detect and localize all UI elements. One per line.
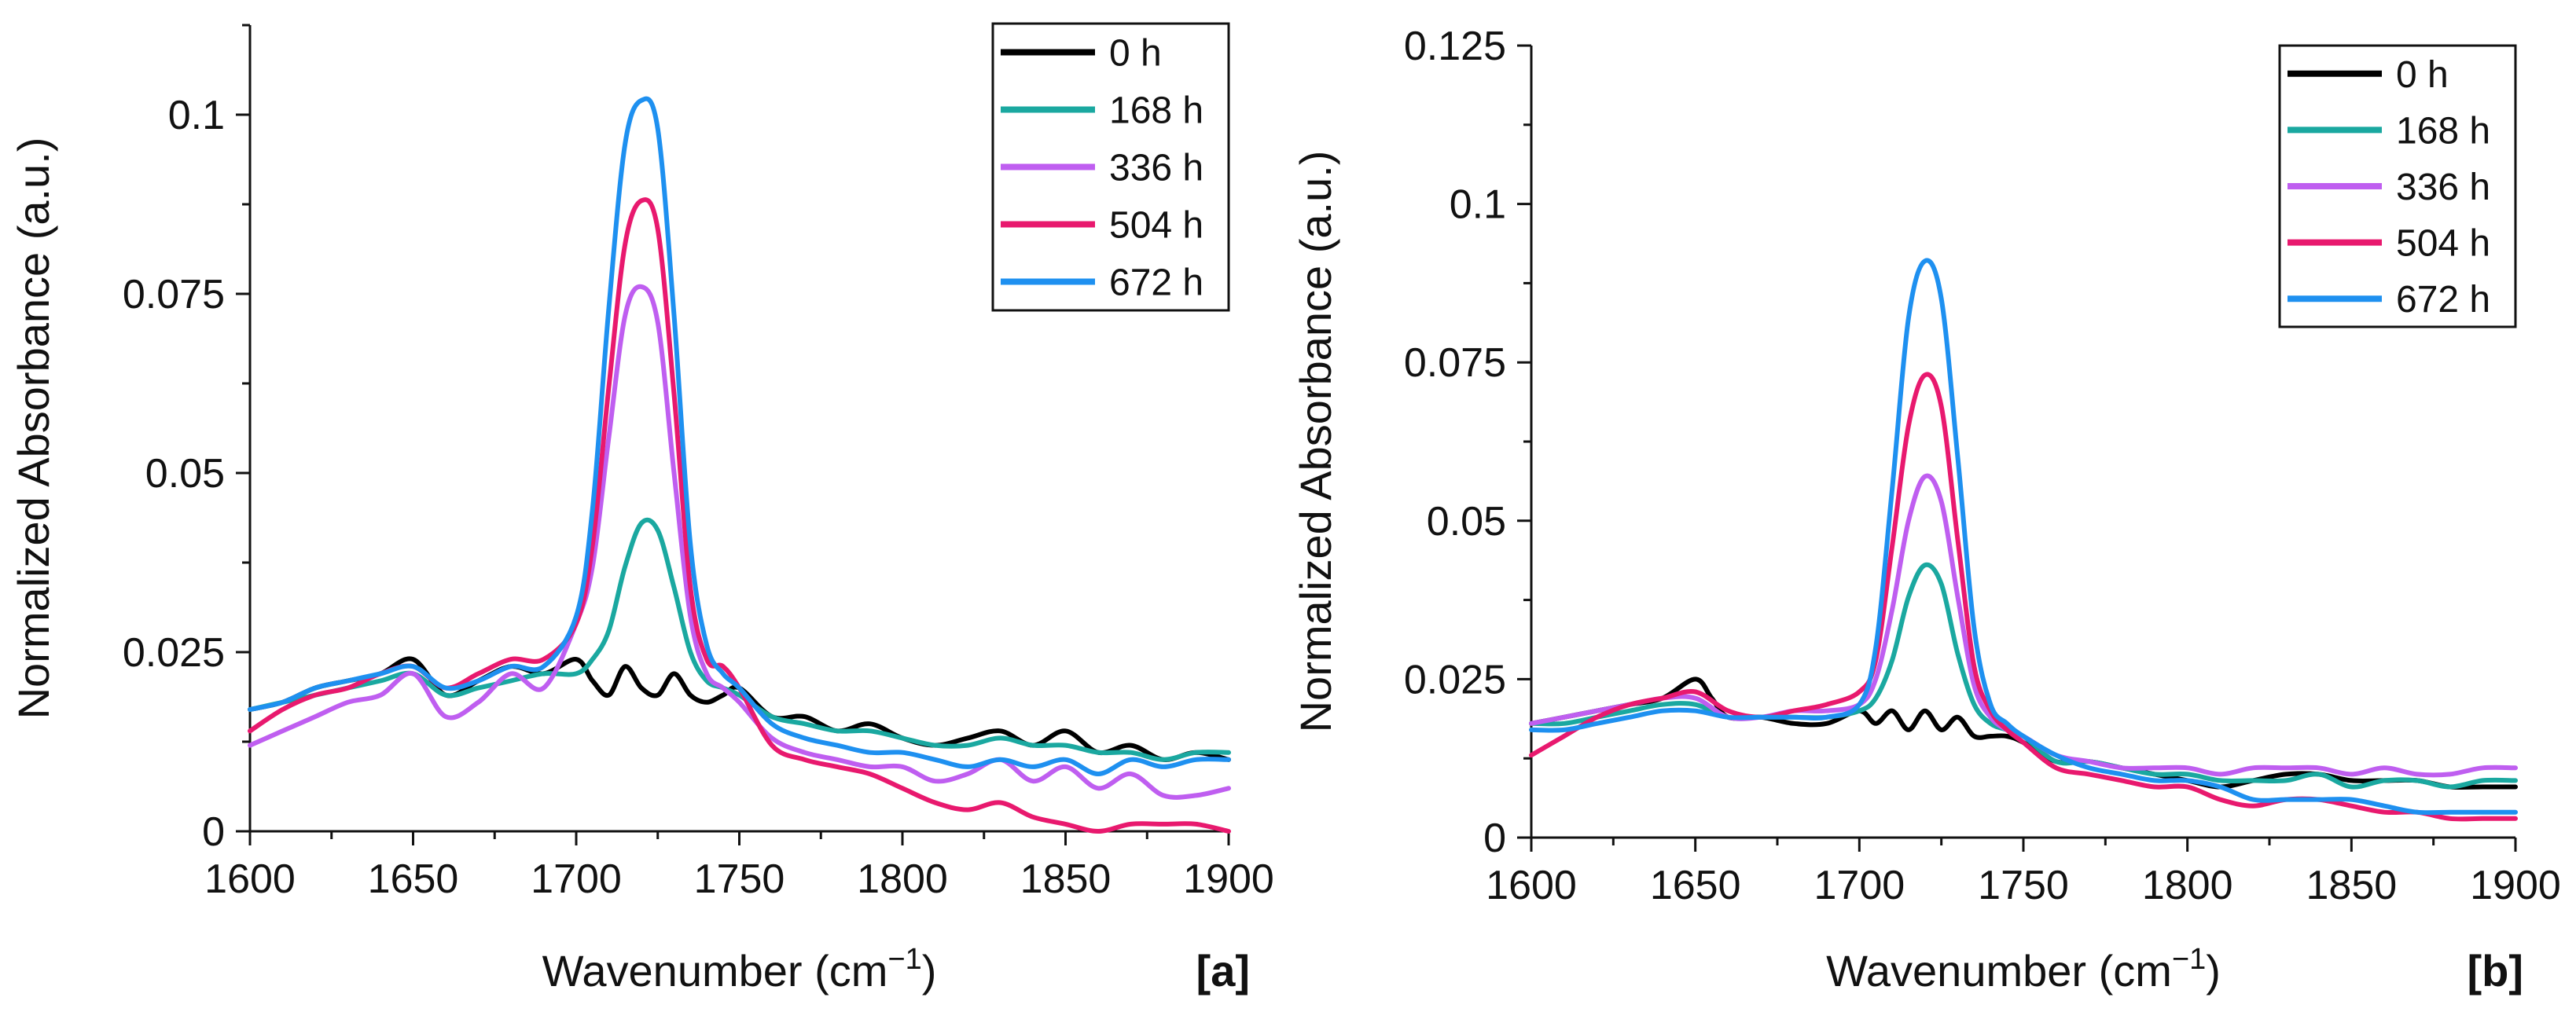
x-tick-label: 1900 (1183, 856, 1274, 902)
y-tick-label: 0.075 (1404, 340, 1506, 386)
series-line-168h (1529, 562, 2518, 790)
chart-panel-a: 1600 1650 1700 1750 1800 1850 1900 0 0.025 0.05 0.… (9, 22, 1274, 996)
series-line-504h (248, 197, 1231, 834)
x-tick-label: 1750 (1978, 863, 2069, 908)
y-tick-label: 0.05 (1427, 499, 1506, 544)
y-tick-label: 0 (1483, 816, 1506, 861)
legend-label: 168 h (1109, 90, 1203, 132)
x-tick-label: 1650 (1650, 863, 1741, 908)
y-axis-title: Normalized Absorbance (a.u.) (9, 138, 58, 720)
y-tick-label: 0.025 (123, 630, 225, 676)
series-line-168h (248, 517, 1231, 762)
x-tick-label: 1900 (2470, 863, 2561, 908)
panel-label: [b] (2467, 946, 2523, 996)
y-tick-label: 0.125 (1404, 24, 1506, 69)
y-tick-label: 0.075 (123, 272, 225, 317)
legend-label: 672 h (1109, 262, 1203, 304)
y-tick-label: 0.1 (168, 93, 225, 138)
y-tick-label: 0.05 (145, 451, 225, 497)
legend: 0 h 168 h 336 h 504 h 672 h (991, 22, 1230, 312)
x-tick-label: 1850 (2306, 863, 2397, 908)
x-tick-label: 1600 (1486, 863, 1577, 908)
series-line-336h (1529, 473, 2518, 778)
x-axis-title: Wavenumber (cm−1) (1826, 943, 2221, 996)
x-tick-label: 1700 (531, 856, 622, 902)
y-tick-label: 0.025 (1404, 657, 1506, 702)
x-tick-label: 1850 (1020, 856, 1112, 902)
x-tick-label: 1800 (2142, 863, 2233, 908)
panel-label: [a] (1196, 946, 1250, 996)
legend-label: 0 h (2396, 54, 2449, 96)
x-tick-label: 1700 (1813, 863, 1905, 908)
legend-label: 504 h (1109, 205, 1203, 247)
legend-label: 168 h (2396, 110, 2490, 152)
y-tick-label: 0.1 (1450, 182, 1506, 228)
y-axis-title: Normalized Absorbance (a.u.) (1291, 151, 1340, 733)
y-tick-label: 0 (202, 809, 225, 855)
x-tick-label: 1750 (694, 856, 785, 902)
legend-label: 0 h (1109, 33, 1162, 75)
legend-label: 672 h (2396, 279, 2490, 321)
legend-label: 336 h (2396, 167, 2490, 208)
legend-label: 336 h (1109, 148, 1203, 189)
x-tick-label: 1800 (857, 856, 948, 902)
series-line-504h (1529, 372, 2518, 822)
series-line-336h (248, 284, 1231, 800)
series-line-672h (1529, 258, 2518, 816)
x-tick-label: 1650 (368, 856, 459, 902)
series-line-672h (248, 96, 1231, 776)
x-tick-label: 1600 (204, 856, 296, 902)
chart-panel-b: 1600 1650 1700 1750 1800 1850 1900 0 0.025 0.05 0.… (1291, 24, 2561, 996)
x-axis-title: Wavenumber (cm−1) (542, 943, 937, 996)
legend: 0 h 168 h 336 h 504 h 672 h (2278, 44, 2517, 328)
legend-label: 504 h (2396, 223, 2490, 265)
